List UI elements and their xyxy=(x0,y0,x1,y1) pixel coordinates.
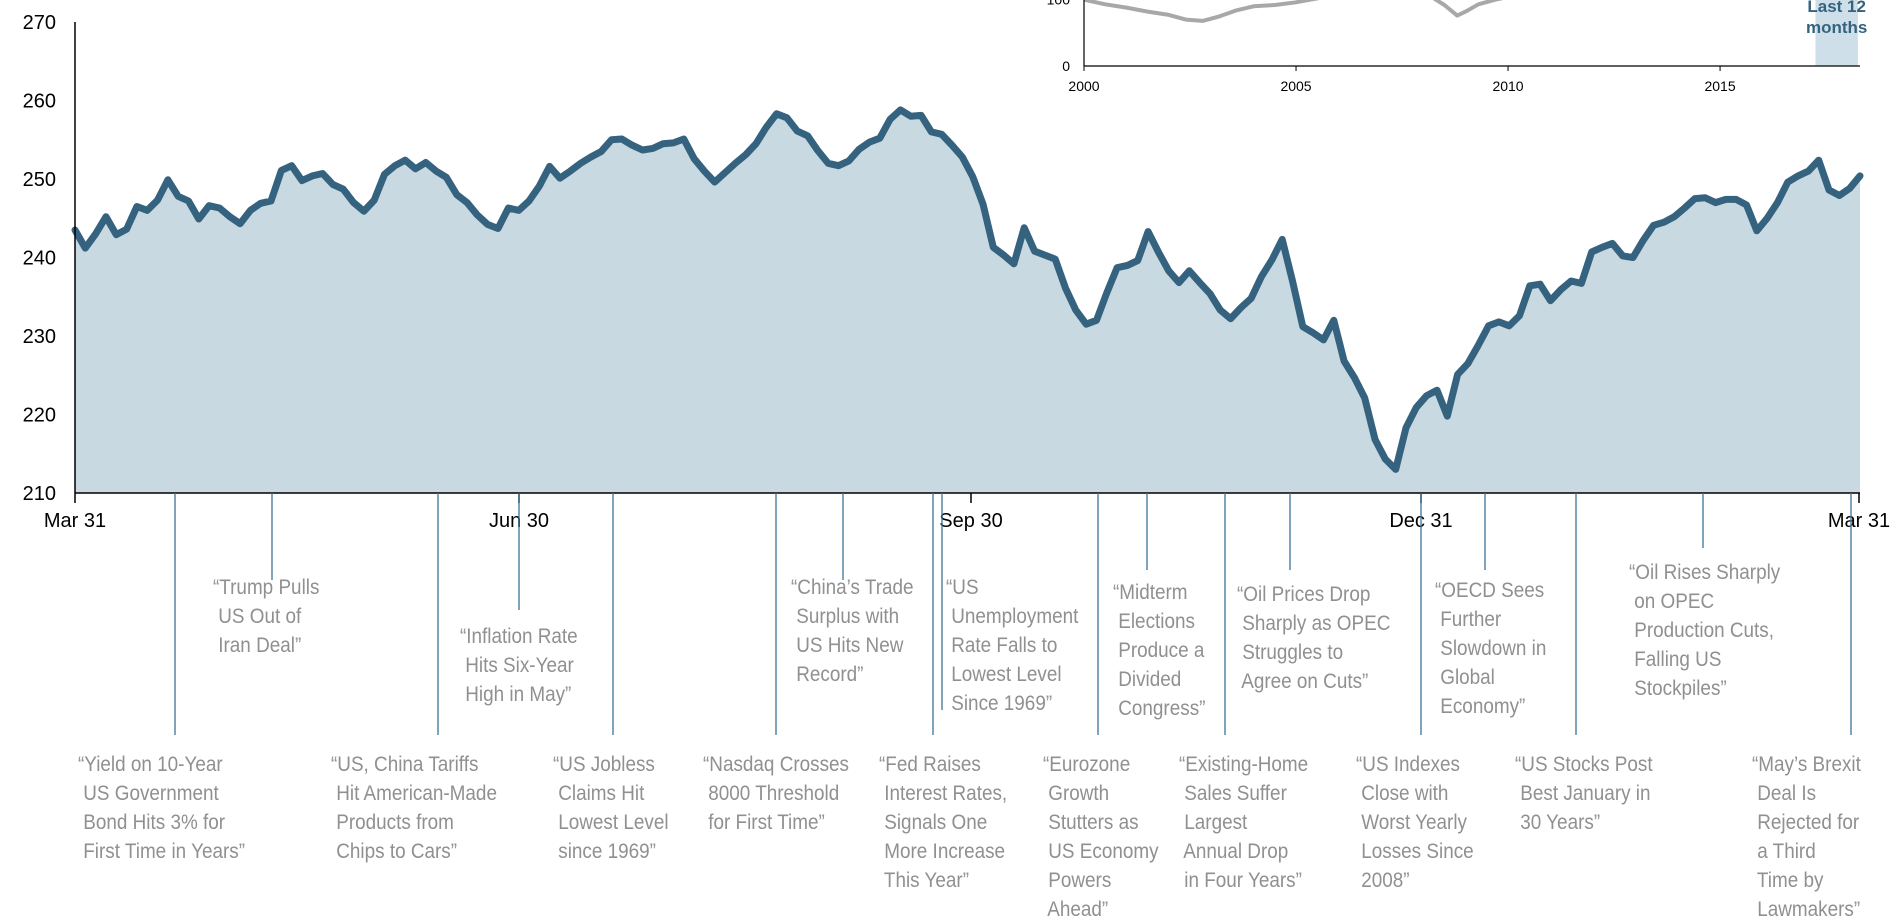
x-tick-label: Sep 30 xyxy=(939,510,1002,532)
y-tick-label: 250 xyxy=(23,169,56,191)
inset-highlight-label: Last 12 months xyxy=(1805,0,1868,37)
inset-x-tick-label: 2005 xyxy=(1280,78,1311,94)
series-line xyxy=(71,106,1864,473)
inset-y-tick-label: 100 xyxy=(1047,0,1071,8)
inset-x-tick-label: 2000 xyxy=(1068,78,1099,94)
annotation-label: “Midterm Elections Produce a Divided Con… xyxy=(1113,581,1206,720)
annotation-label: “Oil Rises Sharply on OPEC Production Cu… xyxy=(1629,561,1781,700)
annotation-label: “Nasdaq Crosses 8000 Threshold for First… xyxy=(703,753,850,834)
annotation-label: “Existing-Home Sales Suffer Largest Annu… xyxy=(1179,753,1309,892)
inset-x-tick-label: 2015 xyxy=(1704,78,1735,94)
x-tick-label: Mar 31 xyxy=(44,510,106,532)
annotation-label: “Oil Prices Drop Sharply as OPEC Struggl… xyxy=(1237,583,1391,693)
y-tick-label: 260 xyxy=(23,91,56,113)
annotation-label: “Eurozone Growth Stutters as US Economy … xyxy=(1043,753,1159,921)
inset-x-tick-label: 2010 xyxy=(1492,78,1523,94)
annotation-label: “US Stocks Post Best January in 30 Years… xyxy=(1515,753,1653,834)
x-tick-label: Mar 31 xyxy=(1828,510,1890,532)
annotation-label: “US Indexes Close with Worst Yearly Loss… xyxy=(1356,753,1474,892)
y-tick-label: 240 xyxy=(23,248,56,270)
y-tick-label: 220 xyxy=(23,405,56,427)
annotation-label: “Yield on 10-Year US Government Bond Hit… xyxy=(78,753,246,863)
annotation-label: “US Unemployment Rate Falls to Lowest Le… xyxy=(946,576,1079,715)
annotation-label: “US Jobless Claims Hit Lowest Level sinc… xyxy=(553,753,669,863)
annotation-label: “Fed Raises Interest Rates, Signals One … xyxy=(879,753,1008,892)
annotation-label: “US, China Tariffs Hit American-Made Pro… xyxy=(331,753,497,863)
y-tick-label: 270 xyxy=(23,12,56,34)
annotation-label: “China’s Trade Surplus with US Hits New … xyxy=(791,576,914,686)
inset-highlight-band xyxy=(1815,0,1858,66)
annotation-label: “Inflation Rate Hits Six-Year High in Ma… xyxy=(460,625,578,706)
y-tick-label: 210 xyxy=(23,483,56,505)
inset-series-line xyxy=(1083,0,1504,23)
y-tick-label: 230 xyxy=(23,326,56,348)
series-area-fill xyxy=(75,109,1860,494)
annotation-label: “OECD Sees Further Slowdown in Global Ec… xyxy=(1435,579,1547,718)
annotation-label: “Trump Pulls US Out of Iran Deal” xyxy=(213,576,320,657)
annotation-label: “May’s Brexit Deal Is Rejected for a Thi… xyxy=(1752,753,1861,921)
inset-y-tick-label: 0 xyxy=(1062,58,1070,74)
